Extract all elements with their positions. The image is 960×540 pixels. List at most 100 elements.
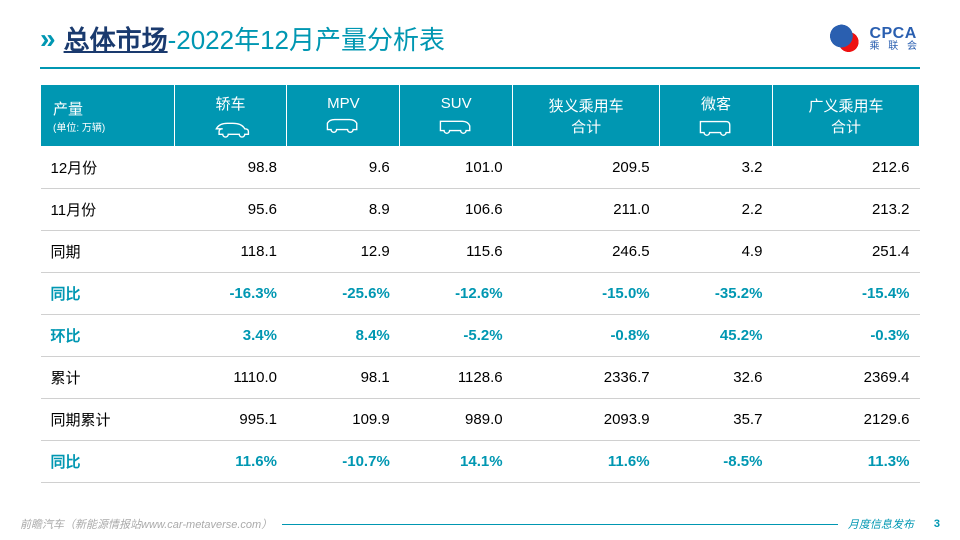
col-label: 微客 xyxy=(666,93,766,114)
cell-value: -12.6% xyxy=(400,273,513,315)
row-label: 12月份 xyxy=(41,147,175,189)
title-main: 总体市场 xyxy=(64,25,168,55)
cell-value: -15.0% xyxy=(513,273,660,315)
sedan-icon xyxy=(210,116,252,138)
production-table: 产量(单位: 万辆)轿车MPVSUV狭义乘用车合计微客广义乘用车合计 12月份9… xyxy=(40,84,920,483)
table-row: 环比3.4%8.4%-5.2%-0.8%45.2%-0.3% xyxy=(41,315,920,357)
cell-value: -8.5% xyxy=(660,441,773,483)
cell-value: 2369.4 xyxy=(772,357,919,399)
cell-value: 8.4% xyxy=(287,315,400,357)
cell-value: -16.3% xyxy=(174,273,287,315)
logo-zh: 乘 联 会 xyxy=(869,42,920,52)
cell-value: 2093.9 xyxy=(513,399,660,441)
logo-swirl-icon xyxy=(827,24,863,54)
col-label: 轿车 xyxy=(181,93,281,114)
table-row: 11月份95.68.9106.6211.02.2213.2 xyxy=(41,189,920,231)
chevron-icon: » xyxy=(40,23,56,55)
mpv-icon xyxy=(322,114,364,136)
cell-value: 2129.6 xyxy=(772,399,919,441)
col-header: 轿车 xyxy=(174,85,287,147)
cell-value: 3.2 xyxy=(660,147,773,189)
cell-value: 2336.7 xyxy=(513,357,660,399)
title-sub: -2022年12月产量分析表 xyxy=(168,25,445,55)
cell-value: 98.8 xyxy=(174,147,287,189)
cell-value: 246.5 xyxy=(513,231,660,273)
col-header: 广义乘用车合计 xyxy=(772,85,919,147)
table-row: 12月份98.89.6101.0209.53.2212.6 xyxy=(41,147,920,189)
cell-value: 45.2% xyxy=(660,315,773,357)
row-label: 同期累计 xyxy=(41,399,175,441)
data-table-wrap: 产量(单位: 万辆)轿车MPVSUV狭义乘用车合计微客广义乘用车合计 12月份9… xyxy=(0,84,960,483)
row-label: 同比 xyxy=(41,441,175,483)
cell-value: 995.1 xyxy=(174,399,287,441)
cell-value: 3.4% xyxy=(174,315,287,357)
cell-value: 11.6% xyxy=(513,441,660,483)
cell-value: -5.2% xyxy=(400,315,513,357)
cell-value: 35.7 xyxy=(660,399,773,441)
cell-value: 8.9 xyxy=(287,189,400,231)
table-row: 累计1110.098.11128.62336.732.62369.4 xyxy=(41,357,920,399)
cell-value: 1128.6 xyxy=(400,357,513,399)
col-label: MPV xyxy=(293,95,393,112)
row-label: 11月份 xyxy=(41,189,175,231)
cell-value: 9.6 xyxy=(287,147,400,189)
cell-value: 109.9 xyxy=(287,399,400,441)
cell-value: 989.0 xyxy=(400,399,513,441)
cell-value: 213.2 xyxy=(772,189,919,231)
cell-value: 14.1% xyxy=(400,441,513,483)
table-row: 同期累计995.1109.9989.02093.935.72129.6 xyxy=(41,399,920,441)
title-block: » 总体市场-2022年12月产量分析表 xyxy=(40,20,445,57)
title-underline xyxy=(40,67,920,69)
cell-value: 209.5 xyxy=(513,147,660,189)
row-label: 累计 xyxy=(41,357,175,399)
suv-icon xyxy=(435,114,477,136)
row-label: 同期 xyxy=(41,231,175,273)
page-number: 3 xyxy=(934,518,940,530)
cell-value: 106.6 xyxy=(400,189,513,231)
cell-value: -25.6% xyxy=(287,273,400,315)
table-row: 同比11.6%-10.7%14.1%11.6%-8.5%11.3% xyxy=(41,441,920,483)
cell-value: 2.2 xyxy=(660,189,773,231)
cell-value: 98.1 xyxy=(287,357,400,399)
cell-value: 12.9 xyxy=(287,231,400,273)
cpca-logo: CPCA 乘 联 会 xyxy=(827,24,920,54)
cell-value: 101.0 xyxy=(400,147,513,189)
logo-en: CPCA xyxy=(869,26,920,42)
col-header: 微客 xyxy=(660,85,773,147)
col-label: SUV xyxy=(406,95,506,112)
cell-value: 11.3% xyxy=(772,441,919,483)
footer-label: 月度信息发布 xyxy=(848,516,914,532)
cell-value: 115.6 xyxy=(400,231,513,273)
cell-value: -35.2% xyxy=(660,273,773,315)
table-body: 12月份98.89.6101.0209.53.2212.611月份95.68.9… xyxy=(41,147,920,483)
col-header: SUV xyxy=(400,85,513,147)
col-header: 狭义乘用车合计 xyxy=(513,85,660,147)
slide-header: » 总体市场-2022年12月产量分析表 CPCA 乘 联 会 xyxy=(0,0,960,67)
slide-footer: 前瞻汽车（新能源情报站www.car-metaverse.com） 月度信息发布… xyxy=(0,516,960,532)
row-label: 环比 xyxy=(41,315,175,357)
cell-value: 95.6 xyxy=(174,189,287,231)
table-header: 产量(单位: 万辆) 轿车 MPV SUV 狭义乘用车合计微客广义乘用车合计 xyxy=(41,85,920,147)
cell-value: 4.9 xyxy=(660,231,773,273)
cell-value: 1110.0 xyxy=(174,357,287,399)
cell-value: 118.1 xyxy=(174,231,287,273)
cell-value: -0.3% xyxy=(772,315,919,357)
col-label: 狭义乘用车合计 xyxy=(519,95,653,137)
watermark-text: 前瞻汽车（新能源情报站www.car-metaverse.com） xyxy=(20,516,272,532)
row-header-label: 产量(单位: 万辆) xyxy=(41,85,175,147)
table-row: 同期118.112.9115.6246.54.9251.4 xyxy=(41,231,920,273)
table-row: 同比-16.3%-25.6%-12.6%-15.0%-35.2%-15.4% xyxy=(41,273,920,315)
cell-value: -10.7% xyxy=(287,441,400,483)
cell-value: 32.6 xyxy=(660,357,773,399)
cell-value: 212.6 xyxy=(772,147,919,189)
minibus-icon xyxy=(695,116,737,138)
cell-value: 211.0 xyxy=(513,189,660,231)
cell-value: 11.6% xyxy=(174,441,287,483)
cell-value: -15.4% xyxy=(772,273,919,315)
footer-rule xyxy=(282,524,838,525)
cell-value: 251.4 xyxy=(772,231,919,273)
col-label: 广义乘用车合计 xyxy=(779,95,913,137)
row-label: 同比 xyxy=(41,273,175,315)
col-header: MPV xyxy=(287,85,400,147)
cell-value: -0.8% xyxy=(513,315,660,357)
